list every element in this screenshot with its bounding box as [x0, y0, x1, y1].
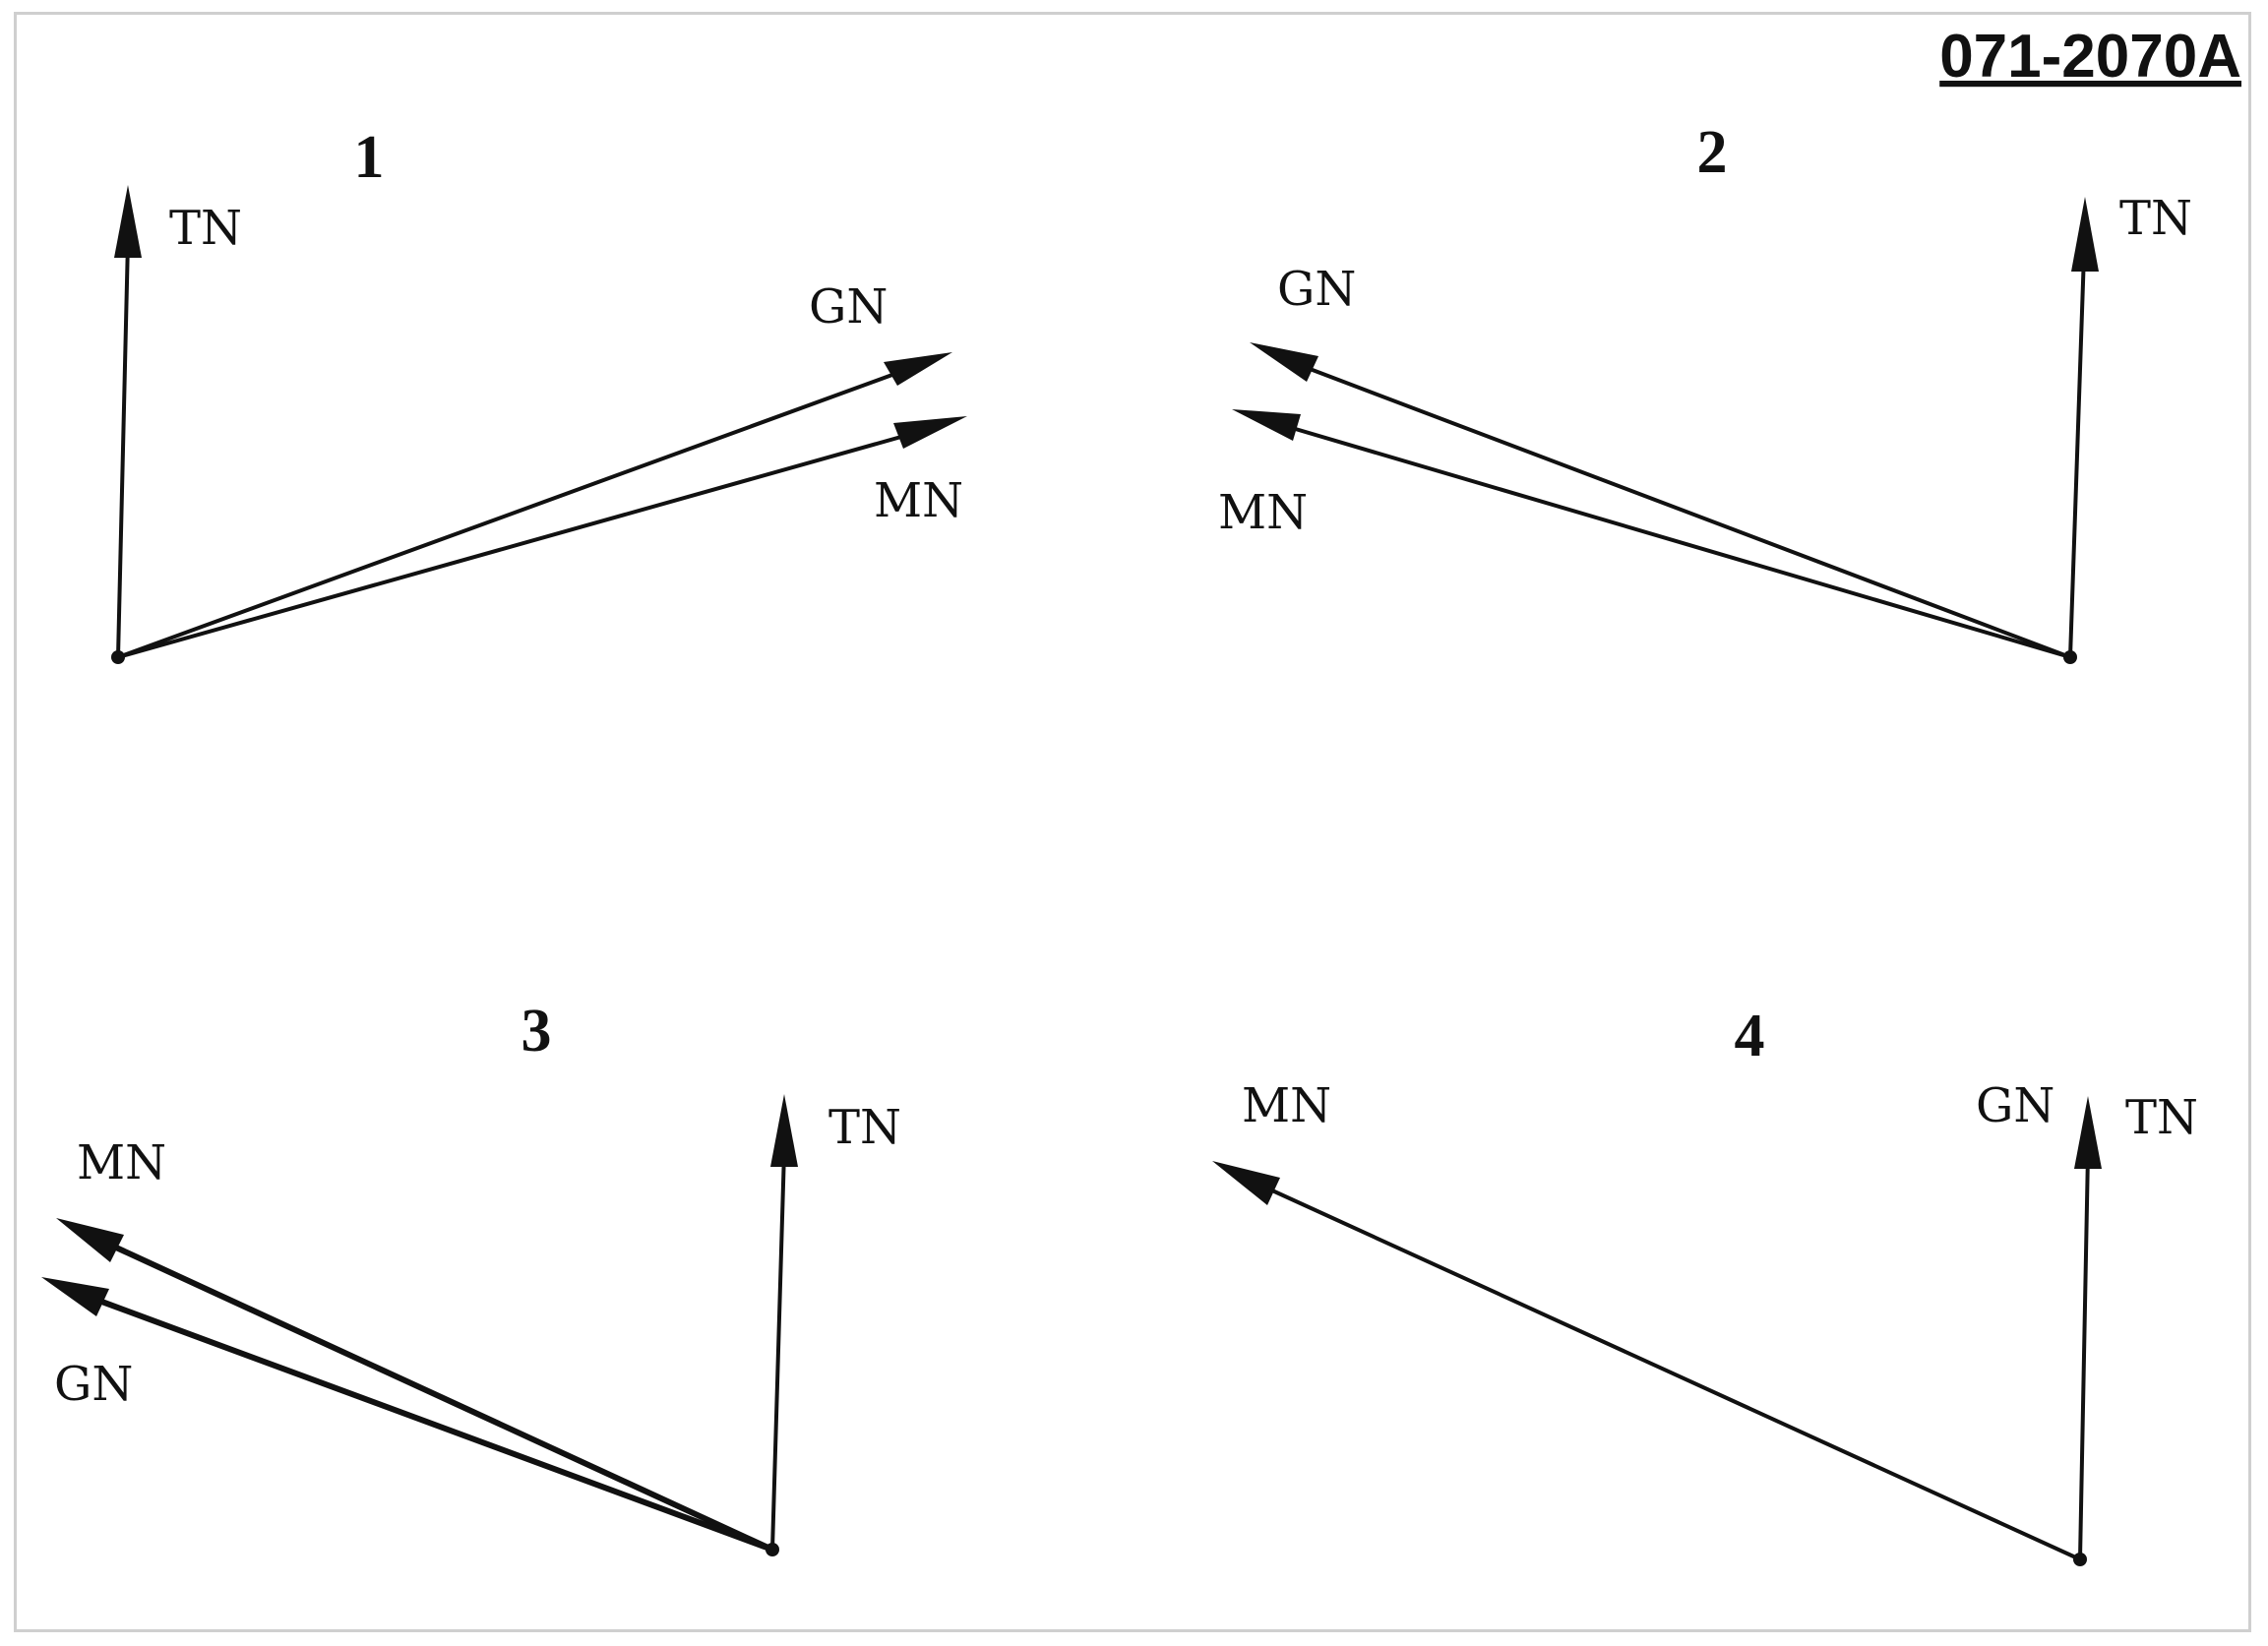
diagram-1-origin-point — [111, 650, 125, 664]
diagram-1-mn-arrowhead — [893, 416, 967, 449]
diagram-2-mn-arrowhead — [1232, 409, 1301, 441]
diagram-3-mn-arrowhead — [56, 1218, 124, 1262]
diagram-4: 4 GN TN MN — [1212, 1003, 2198, 1566]
diagram-2-gn-label: GN — [1277, 262, 1356, 317]
diagram-1-number: 1 — [354, 124, 385, 191]
diagram-1-tn-line — [116, 239, 130, 659]
diagram-4-mn-line — [1259, 1184, 2082, 1561]
reference-code: 071-2070A — [1939, 23, 2241, 91]
diagram-2-gn-arrowhead — [1250, 342, 1318, 382]
diagram-1-gn-arrowhead — [884, 352, 952, 386]
diagram-1-mn-label: MN — [874, 473, 963, 528]
diagram-3-gn-label: GN — [54, 1357, 133, 1412]
diagram-1-tn-label: TN — [169, 201, 242, 256]
diagram-1-gn-label: GN — [809, 279, 888, 335]
diagram-3-number: 3 — [521, 998, 552, 1065]
diagram-3-tn-label: TN — [828, 1100, 901, 1155]
diagram-2-tn-label: TN — [2119, 191, 2192, 246]
diagram-3-gn-line — [86, 1294, 775, 1553]
diagram-1: 1 TN GN MN — [111, 124, 967, 664]
diagram-2-number: 2 — [1697, 119, 1728, 186]
diagram-4-gn-label: GN — [1976, 1078, 2054, 1133]
diagram-3-mn-label: MN — [77, 1135, 166, 1190]
diagram-2-tn-line — [2068, 252, 2086, 659]
figure-frame — [14, 12, 2251, 1632]
diagram-3-tn-line — [770, 1149, 786, 1552]
diagram-4-tn-label: TN — [2125, 1090, 2198, 1145]
diagram-1-mn-line — [116, 431, 917, 659]
diagram-4-mn-arrowhead — [1212, 1161, 1280, 1205]
diagram-3-tn-arrowhead — [770, 1094, 798, 1167]
diagram-2-gn-line — [1295, 362, 2072, 659]
diagram-3: 3 TN MN GN — [41, 998, 901, 1556]
diagram-2-mn-label: MN — [1218, 485, 1308, 540]
diagram-3-gn-arrowhead — [41, 1277, 109, 1316]
diagram-4-number: 4 — [1735, 1003, 1765, 1069]
diagram-2: 2 TN GN MN — [1218, 119, 2192, 664]
diagram-1-gn-line — [116, 370, 902, 659]
diagram-4-tn-line — [2078, 1151, 2090, 1561]
diagram-2-mn-line — [1280, 423, 2072, 659]
diagram-2-tn-arrowhead — [2071, 197, 2099, 272]
diagram-4-gn-tn-arrowhead — [2074, 1096, 2102, 1169]
diagram-2-origin-point — [2063, 650, 2077, 664]
diagram-3-mn-line — [100, 1239, 775, 1553]
diagram-1-tn-arrowhead — [114, 185, 142, 258]
diagram-3-origin-point — [766, 1543, 779, 1556]
diagram-4-origin-point — [2073, 1553, 2087, 1566]
diagram-4-mn-label: MN — [1242, 1078, 1331, 1133]
